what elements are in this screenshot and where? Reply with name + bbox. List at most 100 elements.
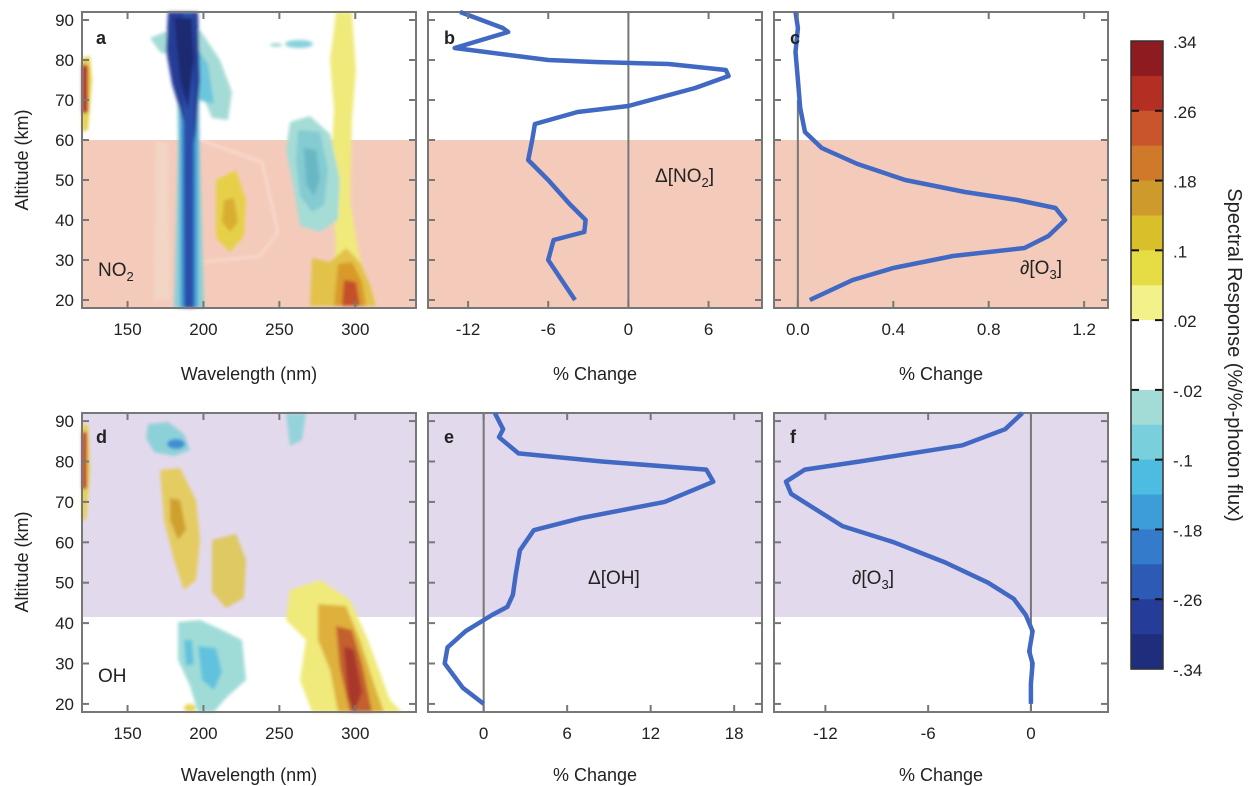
x-tick-label: 0.8 xyxy=(977,320,1001,339)
x-axis-label-c: % Change xyxy=(899,364,983,384)
panel-f-label: f xyxy=(790,427,797,447)
panel-e-label: e xyxy=(444,427,454,447)
x-tick-label: 12 xyxy=(641,724,660,743)
y-tick-label: 50 xyxy=(55,171,74,190)
panel-d-frame xyxy=(81,412,417,713)
x-tick-label: 150 xyxy=(113,320,141,339)
colorbar-swatch xyxy=(1131,250,1163,286)
colorbar-title: Spectral Response (%/%-photon flux) xyxy=(1223,188,1245,522)
panel-a-contours xyxy=(82,12,376,308)
panel-c-shade xyxy=(774,140,1108,308)
contour-yellow-band xyxy=(330,12,372,300)
x-tick-label: 200 xyxy=(189,320,217,339)
contour-cyan-small xyxy=(285,40,313,48)
panel-d-shade xyxy=(82,413,416,617)
contour-white-line xyxy=(199,139,279,263)
panel-e-annotation: Δ[OH] xyxy=(588,568,640,589)
y-tick-label: 90 xyxy=(55,412,74,431)
panel-b-frame xyxy=(427,11,763,309)
x-tick-label: 300 xyxy=(341,320,369,339)
x-axis-label-f: % Change xyxy=(899,765,983,785)
contour-yellow-dot xyxy=(184,704,196,712)
panel-f-annotation: ∂[O3] xyxy=(852,568,894,592)
colorbar-tick-label: -.18 xyxy=(1173,521,1202,540)
contour-cyan-top2 xyxy=(286,413,306,446)
x-tick-label: 6 xyxy=(704,320,713,339)
x-tick-label: 1.2 xyxy=(1072,320,1096,339)
contour-red-core-big xyxy=(344,646,362,712)
colorbar-tick-label: .1 xyxy=(1173,242,1187,261)
x-tick-label: 250 xyxy=(265,320,293,339)
contour-cyan-low-core xyxy=(198,646,222,690)
panel-e-frame xyxy=(427,412,763,713)
y-tick-label: 80 xyxy=(55,51,74,70)
x-tick-label: -6 xyxy=(541,320,556,339)
colorbar-swatch xyxy=(1131,599,1163,635)
y-tick-label: 20 xyxy=(55,695,74,714)
x-tick-label: 150 xyxy=(113,724,141,743)
y-tick-label: 30 xyxy=(55,251,74,270)
colorbar-swatch xyxy=(1131,285,1163,321)
colorbar-swatch xyxy=(1131,389,1163,426)
contour-pale-blob xyxy=(212,534,246,608)
colorbar-frame xyxy=(1130,40,1164,670)
x-tick-label: 250 xyxy=(265,724,293,743)
colorbar-tick-label: .34 xyxy=(1173,33,1197,52)
y-tick-label: 70 xyxy=(55,91,74,110)
panel-f-series-line xyxy=(783,411,1035,704)
panel-c-label: c xyxy=(790,28,800,48)
panel-c: 0.0 0.4 0.8 1.2 c ∂[O3] xyxy=(773,11,1109,339)
y-tick-label: 70 xyxy=(55,493,74,512)
panel-b-shade xyxy=(428,140,762,308)
panel-d-ticks: 20 30 40 50 60 70 80 90 150 200 250 300 xyxy=(55,412,416,743)
x-axis-label-e: % Change xyxy=(553,765,637,785)
x-tick-label: 0 xyxy=(1026,724,1035,743)
y-tick-label: 30 xyxy=(55,655,74,674)
colorbar-tick-label: -.02 xyxy=(1173,382,1202,401)
y-axis-label-a: Altitude (km) xyxy=(12,109,32,210)
x-axis-label-a: Wavelength (nm) xyxy=(181,364,317,384)
x-axis-label-d: Wavelength (nm) xyxy=(181,765,317,785)
x-tick-label: 0.0 xyxy=(786,320,810,339)
colorbar-swatch xyxy=(1131,634,1163,670)
panel-a: 20 30 40 50 60 70 80 90 150 200 250 300 a NO2 xyxy=(55,11,417,339)
colorbar-swatch xyxy=(1131,355,1163,391)
x-tick-label: 6 xyxy=(562,724,571,743)
panel-b-series-line xyxy=(452,9,731,302)
contour-left-pale xyxy=(154,140,170,300)
panel-f-ticks: -12 -6 0 xyxy=(774,413,1108,743)
x-tick-label: 0 xyxy=(479,724,488,743)
y-tick-label: 50 xyxy=(55,574,74,593)
colorbar-swatch xyxy=(1131,41,1163,77)
x-tick-label: 300 xyxy=(341,724,369,743)
colorbar-swatch xyxy=(1131,75,1163,112)
x-tick-label: -12 xyxy=(813,724,838,743)
colorbar-swatch xyxy=(1131,529,1163,565)
colorbar-tick-label: .18 xyxy=(1173,173,1197,192)
y-tick-label: 60 xyxy=(55,131,74,150)
panel-b-annotation: Δ[NO2] xyxy=(655,166,714,190)
colorbar-ticks: .34 .26 .18 .1 .02 -.02 -.1 -.18 -.26 -.34 xyxy=(1131,33,1202,680)
panel-a-label: a xyxy=(96,28,107,48)
x-tick-label: 200 xyxy=(189,724,217,743)
x-tick-label: 0 xyxy=(624,320,633,339)
panel-e-ticks: 0 6 12 18 xyxy=(428,413,762,743)
panel-b-label: b xyxy=(444,28,455,48)
y-tick-label: 40 xyxy=(55,211,74,230)
colorbar-tick-label: .02 xyxy=(1173,312,1197,331)
colorbar xyxy=(1131,41,1163,670)
panel-f: -12 -6 0 f ∂[O3] xyxy=(773,411,1109,743)
colorbar-tick-label: -.26 xyxy=(1173,591,1202,610)
colorbar-swatch xyxy=(1131,110,1163,147)
panel-c-series-line xyxy=(793,11,1068,303)
panel-d-annotation: OH xyxy=(98,666,127,687)
colorbar-swatch xyxy=(1131,180,1163,217)
x-axis-label-b: % Change xyxy=(553,364,637,384)
contour-red-core xyxy=(342,280,360,306)
x-tick-label: 18 xyxy=(725,724,744,743)
panel-e-series-line xyxy=(442,411,716,706)
panel-c-ticks: 0.0 0.4 0.8 1.2 xyxy=(774,12,1108,339)
panel-a-frame xyxy=(81,11,417,309)
panel-c-annotation: ∂[O3] xyxy=(1020,258,1062,282)
